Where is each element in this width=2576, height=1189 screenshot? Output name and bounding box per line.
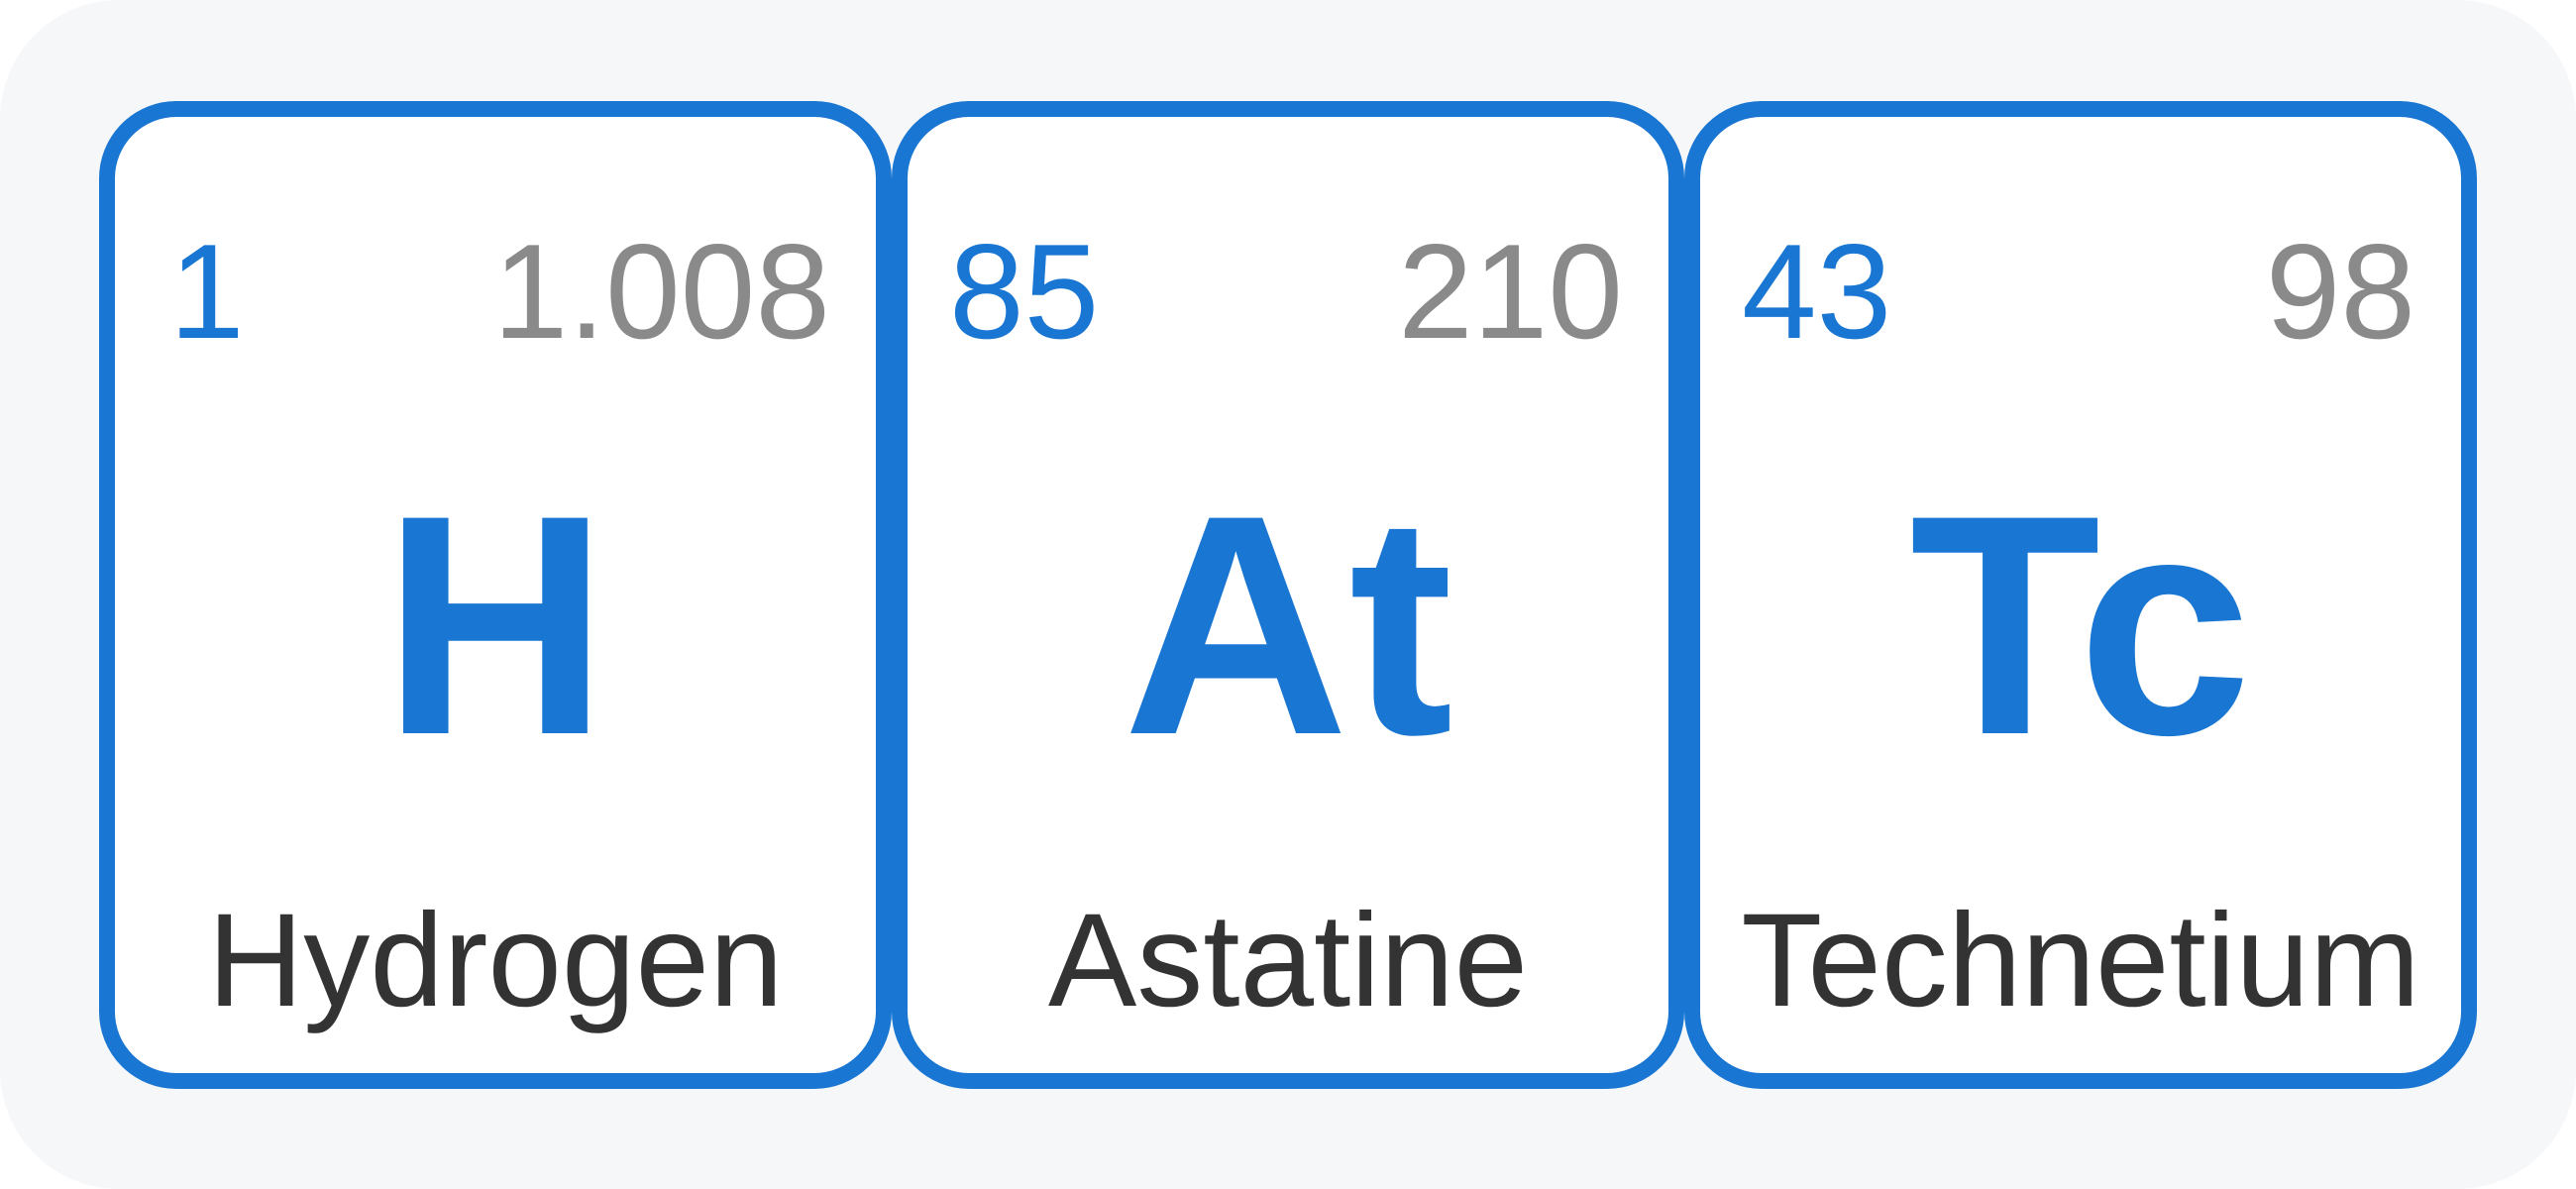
element-name: Hydrogen xyxy=(207,887,784,1034)
atomic-number: 1 xyxy=(169,216,245,367)
element-tile-hydrogen: 1 1.008 H Hydrogen xyxy=(99,101,892,1089)
element-name: Astatine xyxy=(1047,887,1529,1034)
atomic-mass: 210 xyxy=(1398,216,1623,367)
element-tile-technetium: 43 98 Tc Technetium xyxy=(1684,101,2477,1089)
atomic-mass: 1.008 xyxy=(492,216,830,367)
element-symbol: H xyxy=(381,450,609,800)
element-symbol: Tc xyxy=(1909,450,2252,800)
element-name: Technetium xyxy=(1741,887,2420,1034)
atomic-mass: 98 xyxy=(2265,216,2415,367)
element-tile-astatine: 85 210 At Astatine xyxy=(892,101,1684,1089)
atomic-number: 85 xyxy=(949,216,1100,367)
atomic-number: 43 xyxy=(1742,216,1892,367)
element-symbol: At xyxy=(1123,450,1453,800)
